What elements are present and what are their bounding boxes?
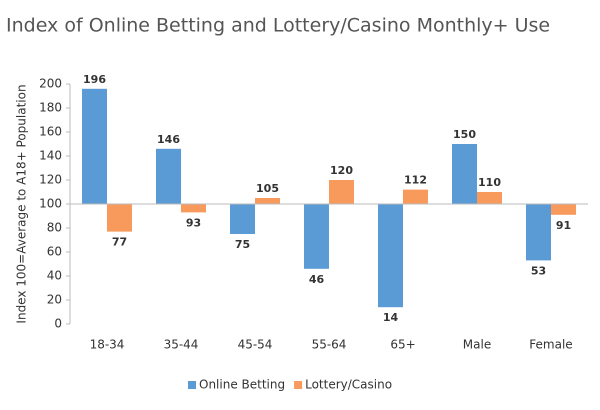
- x-tick-label: 55-64: [312, 338, 347, 352]
- y-tick-label: 180: [39, 101, 62, 115]
- value-label: 53: [531, 264, 546, 277]
- value-label: 93: [186, 216, 201, 229]
- y-tick-label: 140: [39, 149, 62, 163]
- bar: [82, 88, 107, 204]
- value-label: 46: [309, 273, 325, 286]
- value-label: 112: [404, 174, 427, 187]
- value-label: 110: [478, 176, 501, 189]
- x-tick-label: 18-34: [90, 338, 125, 352]
- y-tick-label: 160: [39, 125, 62, 139]
- chart-title: Index of Online Betting and Lottery/Casi…: [6, 15, 550, 37]
- y-axis-label: Index 100=Average to A18+ Population: [15, 84, 29, 323]
- bar: [230, 204, 255, 234]
- x-tick-label: Male: [463, 338, 491, 352]
- y-tick-label: 0: [54, 317, 62, 331]
- bar: [156, 148, 181, 204]
- x-tick-label: 45-54: [238, 338, 273, 352]
- y-tick-label: 200: [39, 77, 62, 91]
- bar: [403, 189, 428, 204]
- bar: [378, 204, 403, 308]
- value-label: 146: [157, 133, 180, 146]
- legend-label: Lottery/Casino: [305, 378, 392, 392]
- value-label: 105: [256, 182, 279, 195]
- bar: [526, 204, 551, 261]
- y-tick-label: 60: [47, 245, 62, 259]
- legend-swatch: [294, 381, 303, 389]
- bar: [181, 204, 206, 213]
- value-label: 150: [453, 128, 476, 141]
- y-tick-label: 100: [39, 197, 62, 211]
- value-label: 91: [556, 219, 571, 232]
- y-tick-label: 20: [47, 293, 62, 307]
- bar: [329, 180, 354, 204]
- bar: [107, 204, 132, 232]
- value-label: 14: [383, 311, 399, 324]
- legend-label: Online Betting: [199, 378, 285, 392]
- bar: [477, 192, 502, 204]
- y-tick-label: 40: [47, 269, 62, 283]
- value-label: 196: [83, 73, 106, 86]
- bar: [452, 144, 477, 204]
- bar: [255, 198, 280, 204]
- value-label: 120: [330, 164, 353, 177]
- x-tick-label: 35-44: [164, 338, 199, 352]
- y-tick-label: 120: [39, 173, 62, 187]
- x-tick-label: Female: [529, 338, 572, 352]
- legend-swatch: [188, 381, 196, 389]
- value-label: 75: [235, 238, 250, 251]
- bar: [551, 204, 576, 215]
- value-label: 77: [112, 236, 127, 249]
- y-tick-label: 80: [47, 221, 62, 235]
- bar: [304, 204, 329, 269]
- x-tick-label: 65+: [390, 338, 415, 352]
